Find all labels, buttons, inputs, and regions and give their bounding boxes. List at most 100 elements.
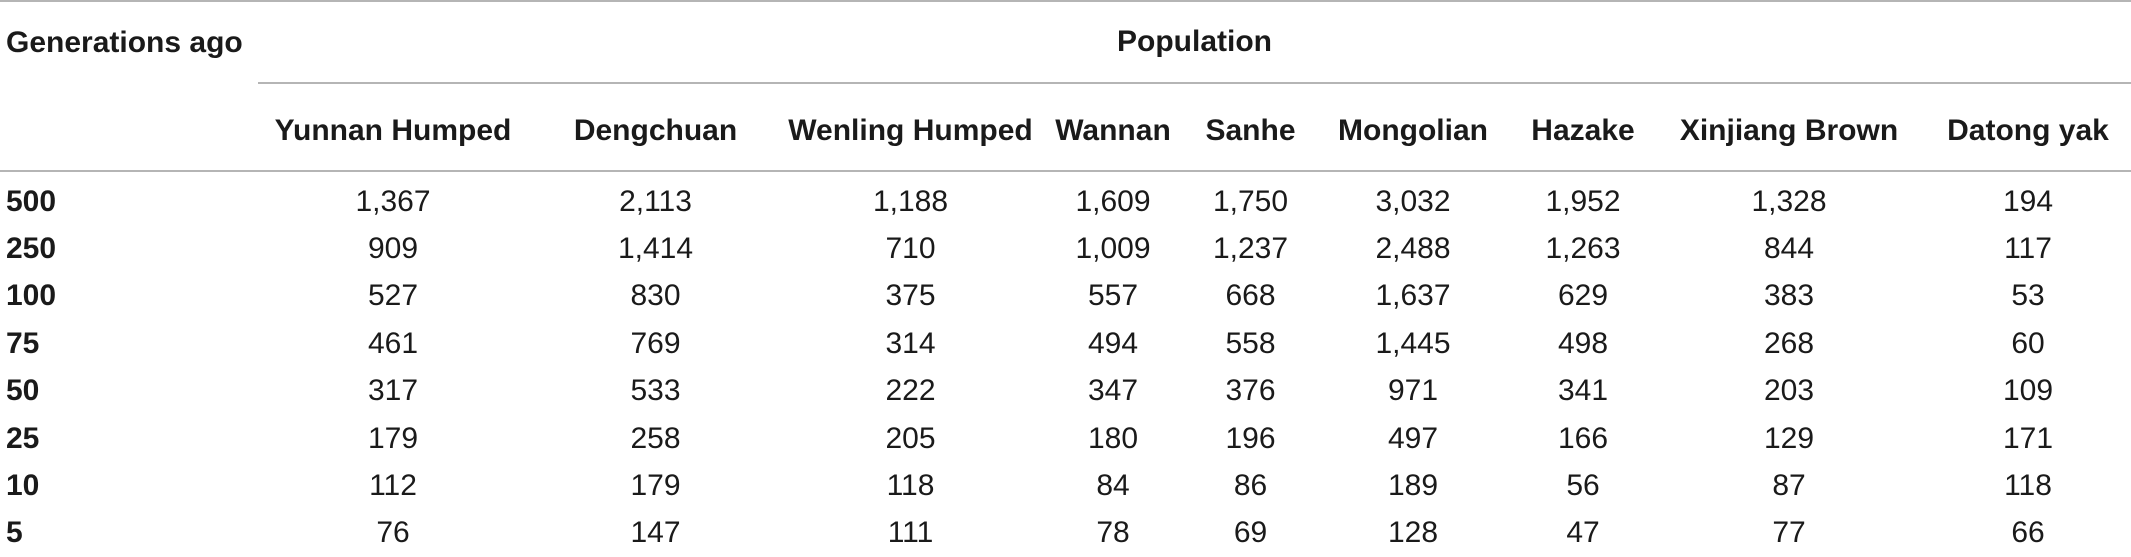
row-label: 50 [6, 374, 40, 408]
table-cell: 112 [369, 469, 417, 503]
column-header: Datong yak [1925, 83, 2131, 172]
table-cell: 166 [1557, 421, 1609, 455]
table-cell: 179 [630, 469, 681, 503]
table-cell: 258 [630, 421, 681, 455]
table-cell: 1,414 [617, 232, 694, 266]
table-cell: 194 [2002, 184, 2054, 218]
table-cell: 109 [2002, 374, 2054, 408]
table-cell: 3,032 [1375, 184, 1451, 218]
table-cell: 909 [367, 232, 419, 266]
table-cell: 77 [1772, 516, 1806, 550]
table-cell: 557 [1087, 279, 1139, 313]
row-label: 250 [6, 232, 57, 266]
table-cell: 117 [2004, 232, 2052, 266]
table-cell: 171 [2002, 421, 2054, 455]
table-row: 100 527 830 375 557 668 1,637 629 383 53 [0, 273, 2131, 320]
row-label: 500 [6, 184, 57, 218]
column-header: Hazake [1513, 83, 1653, 172]
table-cell: 69 [1233, 516, 1268, 550]
table-cell: 86 [1233, 469, 1268, 503]
table-cell: 498 [1557, 326, 1609, 360]
table-cell: 222 [885, 374, 936, 408]
table-cell: 2,488 [1375, 232, 1451, 266]
table-cell: 533 [630, 374, 681, 408]
table-cell: 147 [630, 516, 681, 550]
header-row-columns: Yunnan Humped Dengchuan Wenling Humped W… [0, 83, 2131, 172]
table-cell: 341 [1557, 374, 1609, 408]
table-row: 250 909 1,414 710 1,009 1,237 2,488 1,26… [0, 225, 2131, 272]
table-cell: 830 [630, 279, 681, 313]
table-cell: 179 [367, 421, 419, 455]
table-cell: 47 [1566, 516, 1600, 550]
table-cell: 53 [2011, 279, 2045, 313]
column-header: Yunnan Humped [258, 83, 528, 172]
table-cell: 1,009 [1075, 232, 1151, 266]
table-cell: 376 [1225, 374, 1276, 408]
table-cell: 971 [1387, 374, 1439, 408]
table-cell: 189 [1387, 469, 1439, 503]
row-label: 25 [6, 421, 40, 455]
column-header: Sanhe [1188, 83, 1313, 172]
column-header: Xinjiang Brown [1653, 83, 1925, 172]
table-cell: 60 [2011, 326, 2045, 360]
table-cell: 203 [1763, 374, 1815, 408]
table-cell: 1,188 [872, 184, 949, 218]
table-cell: 497 [1387, 421, 1439, 455]
table-cell: 66 [2011, 516, 2045, 550]
table-row: 500 1,367 2,113 1,188 1,609 1,750 3,032 … [0, 171, 2131, 225]
table-row: 25 179 258 205 180 196 497 166 129 171 [0, 415, 2131, 462]
table-cell: 629 [1557, 279, 1609, 313]
table-row: 5 76 147 111 78 69 128 47 77 66 [0, 510, 2131, 557]
table-cell: 1,637 [1375, 279, 1451, 313]
table-cell: 2,113 [619, 184, 692, 218]
row-label: 100 [6, 279, 57, 313]
row-label: 75 [6, 326, 40, 360]
table-cell: 205 [885, 421, 936, 455]
table-cell: 1,237 [1212, 232, 1289, 266]
table-cell: 78 [1096, 516, 1130, 550]
table-cell: 461 [367, 326, 419, 360]
table-cell: 1,952 [1545, 184, 1621, 218]
table-cell: 129 [1763, 421, 1815, 455]
row-label: 10 [6, 469, 40, 503]
table-cell: 84 [1096, 469, 1130, 503]
header-row-group: Generations ago Population [0, 0, 2131, 84]
column-header: Wannan [1038, 83, 1188, 172]
table-cell: 558 [1225, 326, 1276, 360]
table-cell: 769 [630, 326, 681, 360]
column-header: Mongolian [1313, 83, 1513, 172]
row-label: 5 [6, 516, 23, 550]
group-header-population: Population [258, 0, 2131, 84]
table-cell: 196 [1225, 421, 1276, 455]
table-cell: 268 [1763, 326, 1815, 360]
table-cell: 111 [887, 516, 934, 550]
table-cell: 1,445 [1375, 326, 1451, 360]
table-row: 10 112 179 118 84 86 189 56 87 118 [0, 462, 2131, 509]
table-cell: 668 [1225, 279, 1276, 313]
row-header-label: Generations ago [0, 0, 258, 83]
table-cell: 1,263 [1545, 232, 1621, 266]
table-cell: 710 [885, 232, 936, 266]
table-cell: 56 [1566, 469, 1600, 503]
table-cell: 375 [885, 279, 936, 313]
table-cell: 128 [1387, 516, 1439, 550]
table-cell: 180 [1087, 421, 1139, 455]
table-cell: 844 [1763, 232, 1815, 266]
table-row: 50 317 533 222 347 376 971 341 203 109 [0, 368, 2131, 415]
table-cell: 118 [886, 469, 935, 503]
table-cell: 1,328 [1751, 184, 1827, 218]
table-cell: 383 [1763, 279, 1815, 313]
table-cell: 347 [1087, 374, 1139, 408]
table-cell: 494 [1087, 326, 1139, 360]
table-cell: 1,750 [1212, 184, 1289, 218]
header-blank-cell [0, 83, 258, 172]
column-header: Wenling Humped [783, 83, 1038, 172]
table-cell: 87 [1772, 469, 1806, 503]
table-cell: 1,609 [1075, 184, 1151, 218]
table-row: 75 461 769 314 494 558 1,445 498 268 60 [0, 320, 2131, 367]
table-cell: 1,367 [355, 184, 431, 218]
table-cell: 76 [376, 516, 410, 550]
table-cell: 118 [2004, 469, 2052, 503]
